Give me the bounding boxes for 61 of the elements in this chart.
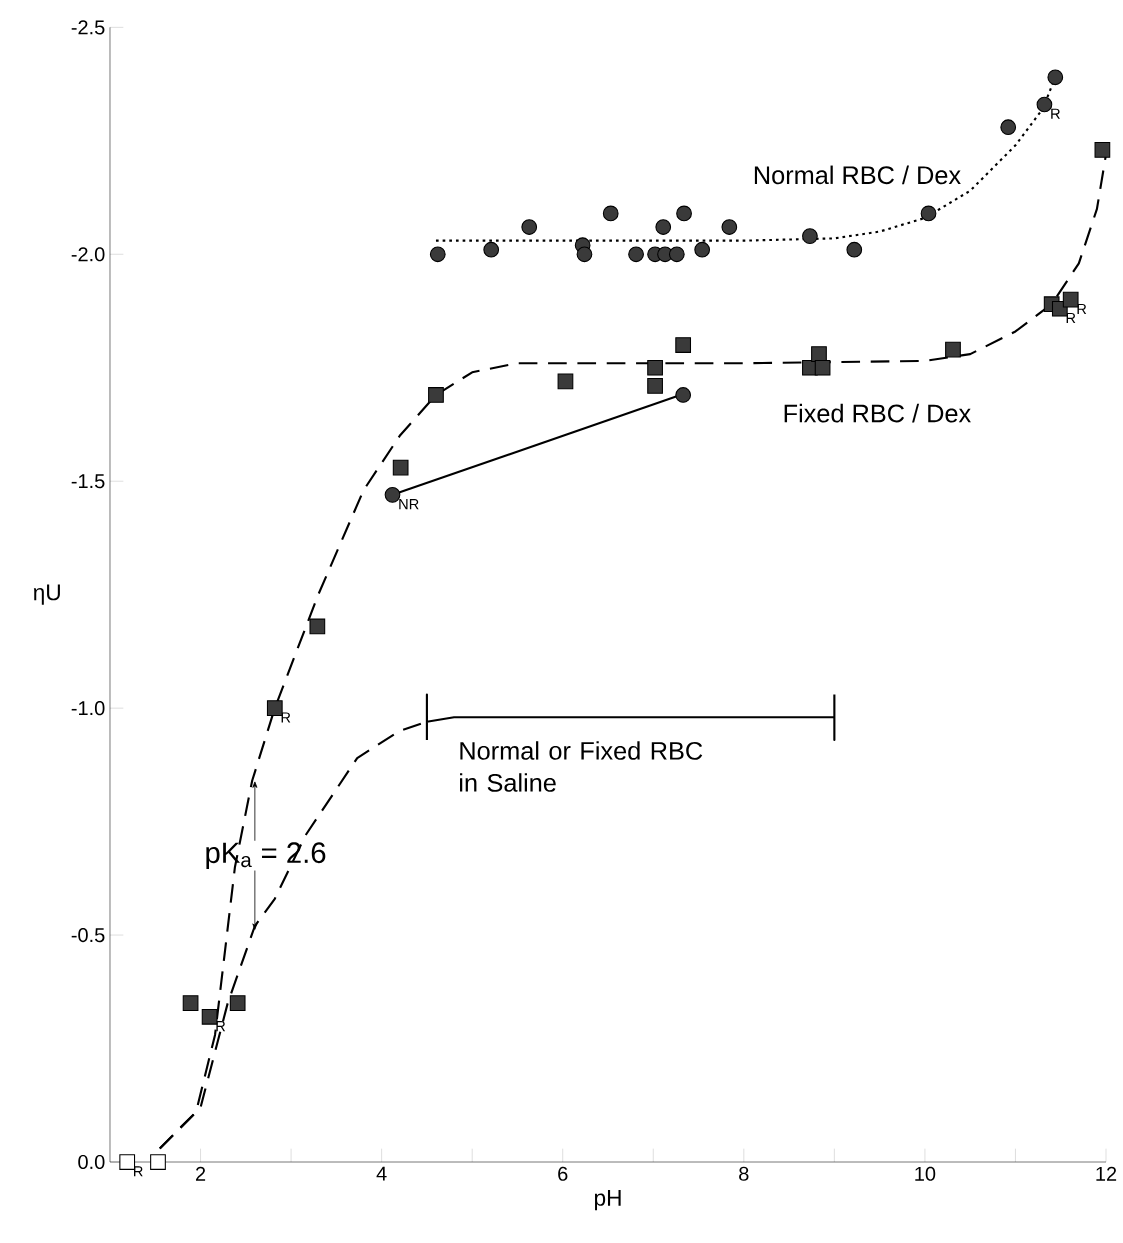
point — [309, 618, 326, 635]
y-axis-title: ηU — [33, 584, 60, 605]
point — [1094, 142, 1111, 158]
point — [521, 219, 538, 235]
point — [182, 995, 199, 1012]
y-tick-label: -1.0 — [71, 701, 105, 716]
point — [1036, 96, 1053, 113]
point — [675, 337, 692, 353]
point — [602, 205, 619, 222]
point — [229, 995, 246, 1012]
point — [252, 923, 258, 930]
x-axis-title: pH — [594, 1190, 621, 1211]
point — [647, 359, 663, 376]
x-tick-label: 10 — [915, 1166, 936, 1181]
point — [811, 346, 827, 362]
point — [721, 219, 738, 235]
y-tick-label: -1.5 — [71, 474, 105, 489]
y-tick-label: -2.5 — [71, 20, 105, 35]
point — [576, 246, 593, 263]
point — [557, 373, 574, 390]
point — [802, 228, 818, 244]
series-label: Normal or Fixed RBC in Saline — [460, 741, 703, 792]
point — [119, 1154, 136, 1170]
series-label: Normal RBC / Dex — [754, 165, 961, 185]
point — [1062, 291, 1079, 308]
point — [647, 378, 663, 394]
point — [920, 205, 937, 222]
point — [945, 341, 961, 358]
point — [1000, 119, 1017, 136]
point — [628, 246, 644, 263]
point — [428, 387, 444, 403]
annotation: R — [216, 1021, 226, 1032]
point — [694, 241, 711, 258]
point — [429, 246, 446, 263]
annotation: R — [281, 712, 291, 723]
y-tick-label: -0.5 — [71, 927, 105, 943]
y-tick-label: -2.0 — [71, 247, 105, 262]
series-label: Fixed RBC / Dex — [784, 403, 971, 423]
point — [655, 219, 672, 235]
point — [1047, 69, 1064, 86]
x-tick-label: 2 — [195, 1166, 206, 1181]
point — [201, 1008, 218, 1025]
x-tick-label: 4 — [376, 1166, 387, 1181]
annotation: R — [1066, 313, 1076, 324]
x-tick-label: 12 — [1096, 1166, 1117, 1181]
x-tick-label: 8 — [739, 1166, 749, 1181]
x-tick-label: 6 — [558, 1166, 568, 1181]
annotation: R — [1051, 108, 1060, 119]
point — [483, 241, 500, 258]
point — [814, 359, 831, 376]
point — [266, 700, 283, 717]
point — [384, 486, 401, 503]
point — [668, 246, 685, 263]
line-series — [425, 693, 836, 741]
point — [846, 241, 863, 258]
point — [150, 1154, 166, 1170]
point — [392, 459, 409, 476]
point — [675, 387, 692, 403]
point — [676, 205, 692, 222]
y-tick-label: 0.0 — [78, 1154, 105, 1170]
annotation: NR — [399, 499, 419, 510]
